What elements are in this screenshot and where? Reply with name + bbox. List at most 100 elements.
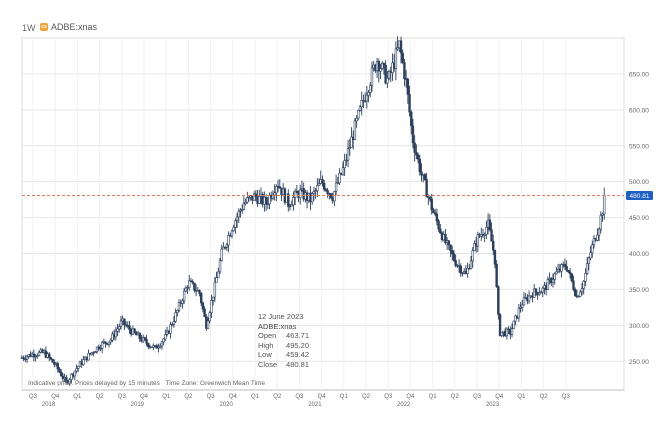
candle-body <box>517 307 521 319</box>
candle-body <box>555 271 558 275</box>
candle-body <box>592 238 596 246</box>
y-tick-label: 450.00 <box>629 215 649 222</box>
candle-body <box>82 359 85 366</box>
candle-body <box>37 351 41 356</box>
candle-body <box>444 233 447 244</box>
candle-body <box>59 371 63 377</box>
candle-body <box>206 320 210 329</box>
candle-body <box>382 63 386 66</box>
candle-body <box>591 244 594 254</box>
candle-body <box>201 302 205 310</box>
candle-body <box>538 292 541 296</box>
candle-body <box>174 312 177 322</box>
tooltip-value: 459.42 <box>286 350 309 359</box>
y-tick-label: 250.00 <box>629 359 649 366</box>
candle-body <box>317 183 321 186</box>
candle-body <box>322 182 326 190</box>
ohlc-tooltip: 12 June 2023 ADBE:xnas Open 463.71 High … <box>258 312 309 369</box>
candle-body <box>572 280 575 290</box>
candle-body <box>290 204 293 207</box>
candle-body <box>396 47 399 50</box>
candle-body <box>401 52 404 63</box>
x-tick-label: Q2 <box>96 394 105 400</box>
symbol-label[interactable]: ADBE:xnas <box>51 22 98 32</box>
interval-selector[interactable]: 1W <box>22 23 36 33</box>
candle-body <box>147 343 150 348</box>
candle-body <box>210 300 213 314</box>
candle-body <box>403 62 406 80</box>
candle-body <box>411 125 415 144</box>
last-price-tag <box>626 190 653 200</box>
candle-body <box>573 289 577 297</box>
candle-body <box>293 190 297 198</box>
candle-body <box>316 185 319 191</box>
candle-body <box>568 271 572 274</box>
candle-body <box>288 205 292 208</box>
last-price-label: 480.81 <box>630 193 650 200</box>
candle-body <box>420 171 423 176</box>
candle-body <box>230 230 234 237</box>
candle-body <box>324 189 328 191</box>
candle-body <box>177 302 181 311</box>
candle-body <box>512 320 515 329</box>
x-tick-label: Q1 <box>340 394 349 400</box>
candle-body <box>157 346 160 349</box>
candle-body <box>546 279 550 290</box>
candle-body <box>493 249 497 265</box>
candle-body <box>333 191 336 202</box>
candle-body <box>454 260 457 266</box>
candle-body <box>73 370 77 377</box>
candle-body <box>369 85 372 93</box>
candle-body <box>449 244 452 251</box>
candle-body <box>188 280 191 288</box>
candle-body <box>198 290 201 294</box>
candles-group <box>20 36 606 386</box>
candle-body <box>452 253 456 261</box>
candle-body <box>492 240 495 251</box>
x-year-label: 2018 <box>42 402 56 408</box>
candle-body <box>234 220 237 228</box>
x-tick-label: Q3 <box>384 394 393 400</box>
candle-body <box>97 346 100 350</box>
x-year-label: 2022 <box>397 402 411 408</box>
tooltip-label: Close <box>258 359 278 369</box>
candle-body <box>184 287 188 292</box>
x-tick-label: Q2 <box>451 394 460 400</box>
candle-body <box>247 196 251 199</box>
candle-body <box>87 353 90 361</box>
candle-body <box>191 281 194 284</box>
candle-body <box>100 342 104 349</box>
candle-body <box>394 48 398 69</box>
candle-body <box>287 193 290 207</box>
candle-body <box>95 346 99 353</box>
candle-body <box>77 366 80 369</box>
candle-body <box>160 341 164 347</box>
candle-body <box>553 273 556 280</box>
candle-body <box>357 110 360 119</box>
candle-body <box>225 244 229 248</box>
candle-body <box>36 355 39 357</box>
candle-body <box>275 186 278 194</box>
candle-body <box>498 314 502 336</box>
candle-body <box>295 190 299 194</box>
candle-body <box>56 363 59 370</box>
candle-body <box>570 273 573 282</box>
chart-toolbar: 1W cs ADBE:xnas <box>0 0 659 38</box>
candle-body <box>476 234 480 247</box>
candle-body <box>326 190 329 194</box>
candle-body <box>292 197 295 206</box>
candle-body <box>116 328 119 332</box>
candle-body <box>346 148 350 161</box>
candle-body <box>451 250 454 255</box>
candle-body <box>114 331 118 338</box>
candle-body <box>585 263 589 274</box>
x-tick-label: Q4 <box>229 394 238 400</box>
x-tick-label: Q2 <box>184 394 193 400</box>
y-tick-label: 600.00 <box>629 107 649 114</box>
candle-body <box>495 263 498 287</box>
candle-body <box>514 315 517 322</box>
tooltip-label: High <box>258 340 274 350</box>
candle-body <box>48 353 51 358</box>
tooltip-row-close: Close 480.81 <box>258 360 309 370</box>
